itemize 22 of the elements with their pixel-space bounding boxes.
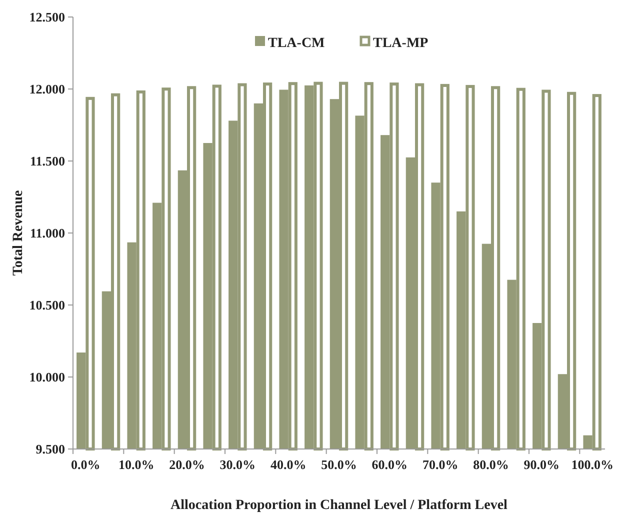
y-tick-label: 11.500 xyxy=(30,154,65,169)
x-tick-label: 90.0% xyxy=(524,457,560,472)
x-tick-label: 20.0% xyxy=(169,457,205,472)
y-tick-label: 9.500 xyxy=(36,442,65,457)
y-tick-label: 10.000 xyxy=(29,370,65,385)
x-tick-label: 100.0% xyxy=(571,457,614,472)
x-tick-label: 80.0% xyxy=(473,457,509,472)
x-tick-label: 0.0% xyxy=(71,457,100,472)
x-tick-label: 70.0% xyxy=(422,457,458,472)
x-axis-title: Allocation Proportion in Channel Level / Platform Level xyxy=(170,498,508,513)
x-tick-label: 60.0% xyxy=(372,457,408,472)
legend-label: TLA-MP xyxy=(373,36,429,51)
legend-label: TLA-CM xyxy=(268,36,325,51)
y-tick-label: 12.000 xyxy=(29,82,65,97)
x-tick-label: 30.0% xyxy=(220,457,256,472)
x-tick-label: 40.0% xyxy=(270,457,306,472)
y-tick-label: 10.500 xyxy=(29,298,65,313)
y-tick-label: 12.500 xyxy=(29,10,65,25)
x-tick-label: 10.0% xyxy=(118,457,154,472)
y-tick-label: 11.000 xyxy=(30,226,65,241)
y-axis-title: Total Revenue xyxy=(11,190,26,276)
x-tick-label: 50.0% xyxy=(321,457,357,472)
